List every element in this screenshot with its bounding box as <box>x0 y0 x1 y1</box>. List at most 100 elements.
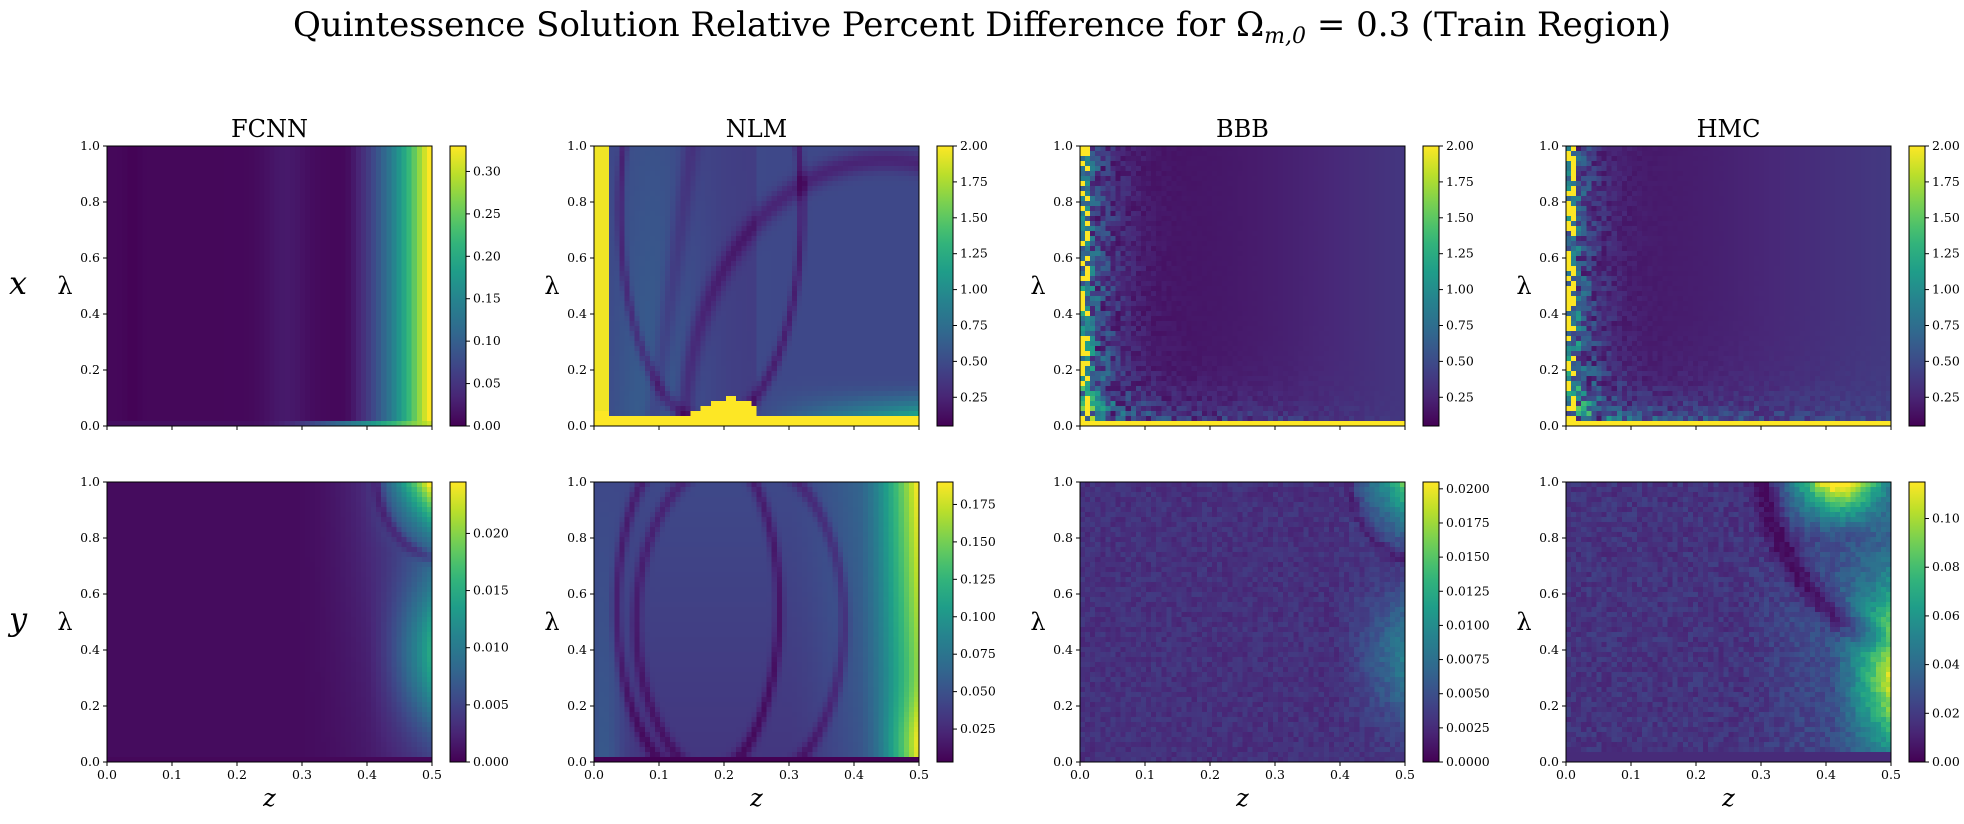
colorbar-tick-label: 1.00 <box>1446 282 1474 297</box>
colorbar-tick-label: 0.025 <box>960 721 996 736</box>
heatmap-x-hmc <box>1566 146 1891 426</box>
y-tick-label: 1.0 <box>1053 138 1073 153</box>
y-tick-label: 0.4 <box>80 642 100 657</box>
y-tick-label: 0.4 <box>1539 642 1559 657</box>
y-tick-label: 0.8 <box>80 194 100 209</box>
colorbar-tick-label: 1.00 <box>1932 282 1960 297</box>
colorbar-tick-label: 2.00 <box>960 138 988 153</box>
colorbar-tick-label: 0.010 <box>473 640 509 655</box>
y-axis-label: λ <box>1516 272 1531 300</box>
y-tick-label: 0.6 <box>567 586 587 601</box>
y-tick-label: 0.8 <box>1053 530 1073 545</box>
heatmap-x-bbb <box>1080 146 1405 426</box>
y-tick-label: 0.8 <box>80 530 100 545</box>
colorbar-tick-label: 0.25 <box>1446 389 1474 404</box>
x-tick-label: 0.5 <box>1395 767 1415 782</box>
x-tick-label: 0.2 <box>1686 767 1706 782</box>
y-tick-label: 0.4 <box>1053 642 1073 657</box>
x-tick-label: 0.2 <box>714 767 734 782</box>
y-axis-label: λ <box>57 272 72 300</box>
colorbar-tick-label: 0.005 <box>473 697 509 712</box>
heatmap-x-nlm <box>594 146 919 426</box>
colorbar-tick-label: 0.125 <box>960 571 996 586</box>
y-axis-label: λ <box>544 608 559 636</box>
colorbar-tick-label: 2.00 <box>1446 138 1474 153</box>
colorbar <box>1908 481 1926 763</box>
colorbar-tick-label: 0.75 <box>1932 317 1960 332</box>
heatmap-y-hmc <box>1566 482 1891 762</box>
colorbar-tick-label: 1.75 <box>1932 174 1960 189</box>
y-tick-label: 0.0 <box>1053 418 1073 433</box>
y-tick-label: 0.2 <box>567 698 587 713</box>
y-tick-label: 0.0 <box>1539 418 1559 433</box>
colorbar-tick-label: 0.75 <box>960 317 988 332</box>
colorbar-tick-label: 0.50 <box>1446 353 1474 368</box>
colorbar-tick-label: 1.00 <box>960 282 988 297</box>
x-tick-label: 0.5 <box>909 767 929 782</box>
colorbar-tick-label: 0.05 <box>473 376 501 391</box>
x-tick-label: 0.2 <box>227 767 247 782</box>
y-axis-label: λ <box>57 608 72 636</box>
colorbar-tick-label: 0.08 <box>1932 559 1960 574</box>
y-tick-label: 0.8 <box>1053 194 1073 209</box>
x-tick-label: 0.3 <box>292 767 312 782</box>
colorbar <box>1908 145 1926 427</box>
colorbar-tick-label: 0.020 <box>473 525 509 540</box>
y-tick-label: 0.2 <box>1053 698 1073 713</box>
panel-title-hmc: HMC <box>1697 115 1761 143</box>
y-tick-label: 0.4 <box>1053 306 1073 321</box>
colorbar-tick-label: 1.25 <box>1446 246 1474 261</box>
colorbar-tick-label: 0.10 <box>1932 511 1960 526</box>
y-tick-label: 0.0 <box>1053 754 1073 769</box>
colorbar-tick-label: 0.0025 <box>1446 720 1490 735</box>
y-tick-label: 1.0 <box>1053 474 1073 489</box>
axes-frame <box>593 145 920 427</box>
x-tick-label: 0.4 <box>1330 767 1350 782</box>
colorbar <box>1422 481 1440 763</box>
axes-frame <box>593 481 920 763</box>
y-tick-label: 0.8 <box>1539 530 1559 545</box>
y-tick-label: 0.4 <box>1539 306 1559 321</box>
colorbar-tick-label: 0.25 <box>1932 389 1960 404</box>
colorbar-tick-label: 0.50 <box>1932 353 1960 368</box>
colorbar-tick-label: 0.50 <box>960 353 988 368</box>
colorbar <box>936 481 954 763</box>
y-tick-label: 0.4 <box>567 642 587 657</box>
axes-frame <box>1079 145 1406 427</box>
y-tick-label: 1.0 <box>567 138 587 153</box>
colorbar-tick-label: 0.20 <box>473 248 501 263</box>
x-tick-label: 0.1 <box>649 767 669 782</box>
y-tick-label: 0.6 <box>80 586 100 601</box>
y-axis-label: λ <box>544 272 559 300</box>
colorbar-tick-label: 0.30 <box>473 163 501 178</box>
y-tick-label: 0.6 <box>80 250 100 265</box>
x-tick-label: 0.5 <box>422 767 442 782</box>
x-tick-label: 0.5 <box>1881 767 1901 782</box>
y-tick-label: 0.2 <box>80 698 100 713</box>
x-tick-label: 0.0 <box>97 767 117 782</box>
x-tick-label: 0.1 <box>1621 767 1641 782</box>
axes-frame <box>1565 145 1892 427</box>
colorbar-tick-label: 0.0125 <box>1446 583 1490 598</box>
y-tick-label: 1.0 <box>80 474 100 489</box>
colorbar-tick-label: 0.015 <box>473 583 509 598</box>
x-axis-label: z <box>749 784 763 812</box>
y-tick-label: 0.6 <box>1539 250 1559 265</box>
colorbar-tick-label: 0.75 <box>1446 317 1474 332</box>
colorbar-tick-label: 0.04 <box>1932 657 1960 672</box>
y-tick-label: 0.8 <box>567 194 587 209</box>
axes-frame <box>1565 481 1892 763</box>
y-axis-label: λ <box>1516 608 1531 636</box>
x-tick-label: 0.4 <box>844 767 864 782</box>
x-tick-label: 0.3 <box>1265 767 1285 782</box>
y-tick-label: 0.0 <box>567 754 587 769</box>
x-axis-label: z <box>262 784 276 812</box>
y-tick-label: 0.0 <box>1539 754 1559 769</box>
colorbar-tick-label: 1.50 <box>960 210 988 225</box>
panel-title-bbb: BBB <box>1216 115 1269 143</box>
y-tick-label: 0.4 <box>80 306 100 321</box>
colorbar-tick-label: 0.150 <box>960 534 996 549</box>
y-tick-label: 0.2 <box>567 362 587 377</box>
x-tick-label: 0.0 <box>1070 767 1090 782</box>
